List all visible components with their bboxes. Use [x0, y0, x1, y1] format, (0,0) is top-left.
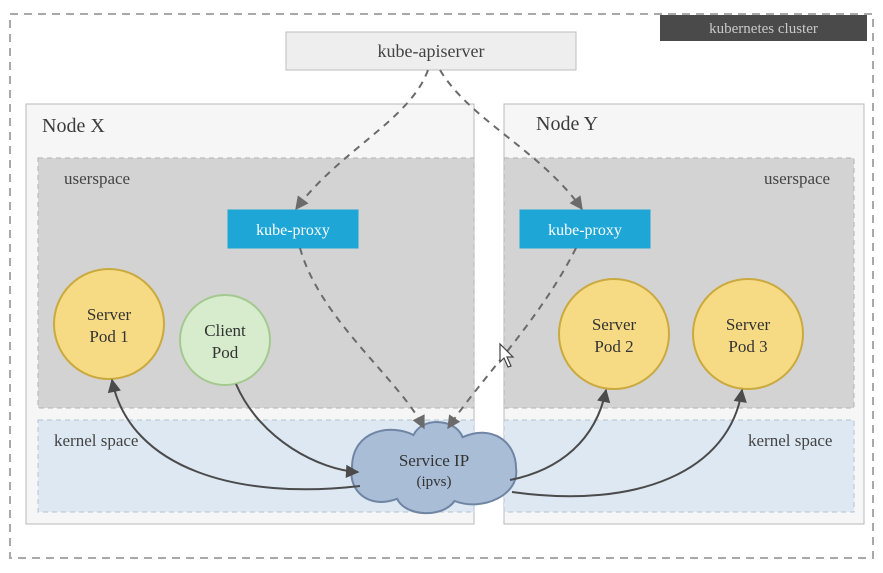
node-proxyX: kube-proxy	[228, 210, 358, 248]
node-pod3: Server Pod 3	[693, 279, 803, 389]
label-userspaceX: userspace	[64, 169, 130, 188]
label-nodeY: Node Y	[536, 113, 598, 135]
label-kernelY: kernel space	[748, 431, 832, 450]
label2-serviceip: (ipvs)	[417, 474, 452, 490]
label1-serviceip: Service IP	[399, 451, 469, 470]
label1-pod3: Server	[726, 315, 771, 334]
node-client: Client Pod	[180, 295, 270, 385]
node-pod1: Server Pod 1	[54, 269, 164, 379]
label2-client: Pod	[212, 343, 239, 362]
node-kernelY: kernel space	[504, 420, 854, 512]
diagram-svg: kubernetes cluster Node X Node Y userspace u…	[0, 0, 883, 573]
label-userspaceY: userspace	[764, 169, 830, 188]
label1-pod1: Server	[87, 305, 132, 324]
label-proxyY: kube-proxy	[548, 222, 622, 239]
label1-client: Client	[204, 321, 246, 340]
label1-pod2: Server	[592, 315, 637, 334]
label-apiserver: kube-apiserver	[378, 41, 485, 61]
label2-pod2: Pod 2	[594, 337, 633, 356]
label2-pod1: Pod 1	[89, 327, 128, 346]
node-proxyY: kube-proxy	[520, 210, 650, 248]
diagram-root: { "type": "network", "canvas": {"w":883,…	[0, 0, 883, 573]
node-serviceip: Service IP (ipvs)	[351, 422, 516, 513]
label2-pod3: Pod 3	[728, 337, 767, 356]
label-kernelX: kernel space	[54, 431, 138, 450]
cluster-label: kubernetes cluster	[709, 21, 818, 37]
node-pod2: Server Pod 2	[559, 279, 669, 389]
node-apiserver: kube-apiserver	[286, 32, 576, 70]
label-proxyX: kube-proxy	[256, 222, 330, 239]
label-nodeX: Node X	[42, 115, 105, 137]
